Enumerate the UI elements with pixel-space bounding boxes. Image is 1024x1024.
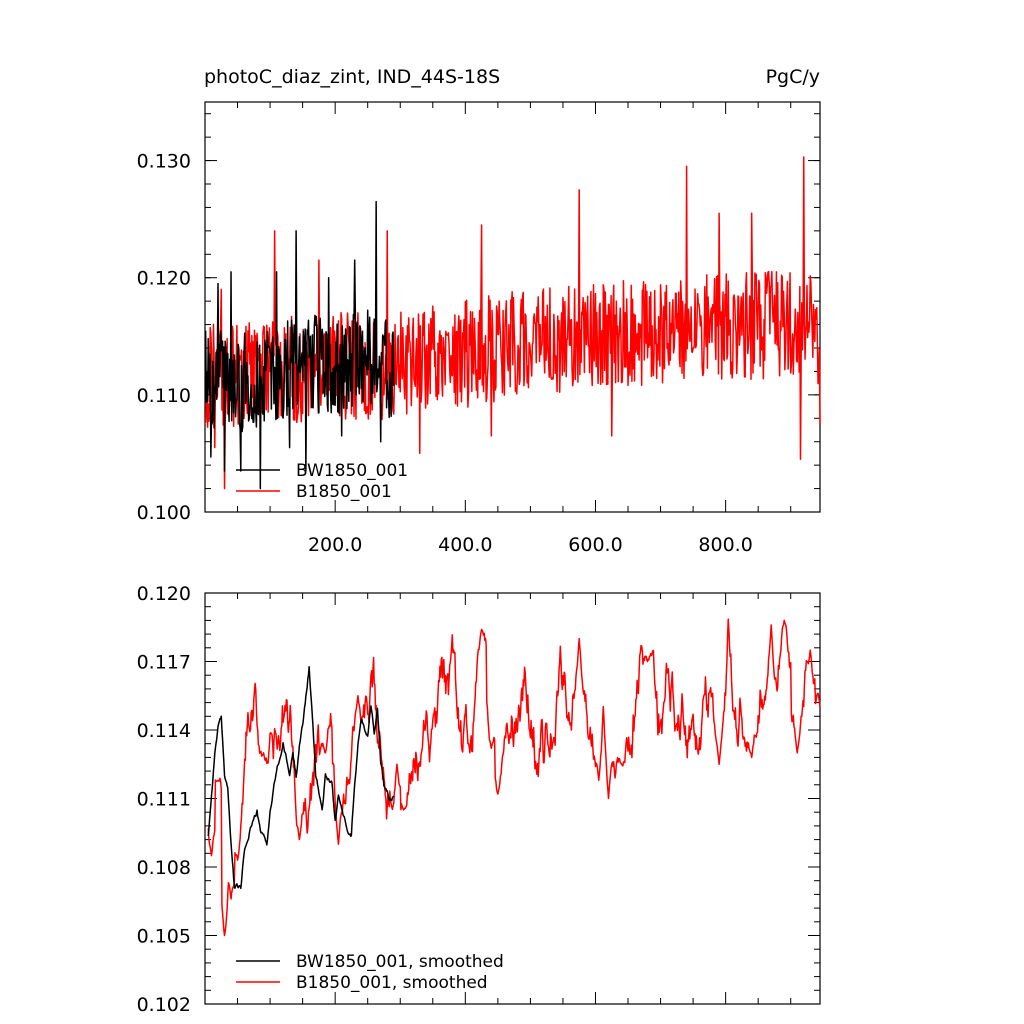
bottom-ytick-label: 0.111 (137, 789, 191, 811)
top-panel: photoC_diaz_zint, IND_44S-18S PgC/y 200.… (137, 66, 821, 556)
top-ytick-label: 0.130 (137, 151, 191, 173)
bottom-ytick-label: 0.114 (137, 720, 191, 742)
legend-label-bw1850: BW1850_001 (296, 461, 408, 481)
bottom-ytick-label: 0.102 (137, 994, 191, 1016)
bottom-legend: BW1850_001, smoothed B1850_001, smoothed (236, 952, 504, 993)
bottom-ytick-label: 0.108 (137, 857, 191, 879)
legend-label-b1850: B1850_001 (296, 482, 392, 502)
bottom-panel: 0.102 0.105 0.108 0.111 0.114 0.117 0.120 BW18… (137, 583, 821, 1016)
series-line-bw1850-001 (204, 200, 395, 490)
top-legend: BW1850_001 B1850_001 (236, 461, 408, 502)
top-ytick-label: 0.100 (137, 502, 191, 524)
top-xtick-label: 200.0 (308, 534, 362, 556)
series-line-b1850-001-smoothed (207, 618, 821, 937)
bottom-ytick-label: 0.117 (137, 652, 191, 674)
legend-label-b1850-smoothed: B1850_001, smoothed (296, 973, 488, 993)
top-axes: 200.0 400.0 600.0 800.0 0.100 0.110 0.120 0.130 (137, 101, 821, 556)
top-frame (204, 101, 821, 513)
bottom-axes: 0.102 0.105 0.108 0.111 0.114 0.117 0.120 (137, 583, 821, 1016)
top-ytick-label: 0.120 (137, 268, 191, 290)
top-xtick-label: 800.0 (698, 534, 752, 556)
bottom-series-group (207, 618, 821, 937)
bottom-ytick-label: 0.120 (137, 583, 191, 605)
chart-title: photoC_diaz_zint, IND_44S-18S (204, 66, 500, 88)
units-label: PgC/y (766, 66, 820, 88)
series-line-b1850-001 (204, 156, 821, 490)
series-line-bw1850-001-smoothed (207, 665, 395, 890)
top-ytick-label: 0.110 (137, 385, 191, 407)
top-xtick-label: 600.0 (568, 534, 622, 556)
top-series-group (204, 156, 821, 490)
top-xtick-label: 400.0 (438, 534, 492, 556)
bottom-ytick-label: 0.105 (137, 926, 191, 948)
legend-label-bw1850-smoothed: BW1850_001, smoothed (296, 952, 504, 972)
